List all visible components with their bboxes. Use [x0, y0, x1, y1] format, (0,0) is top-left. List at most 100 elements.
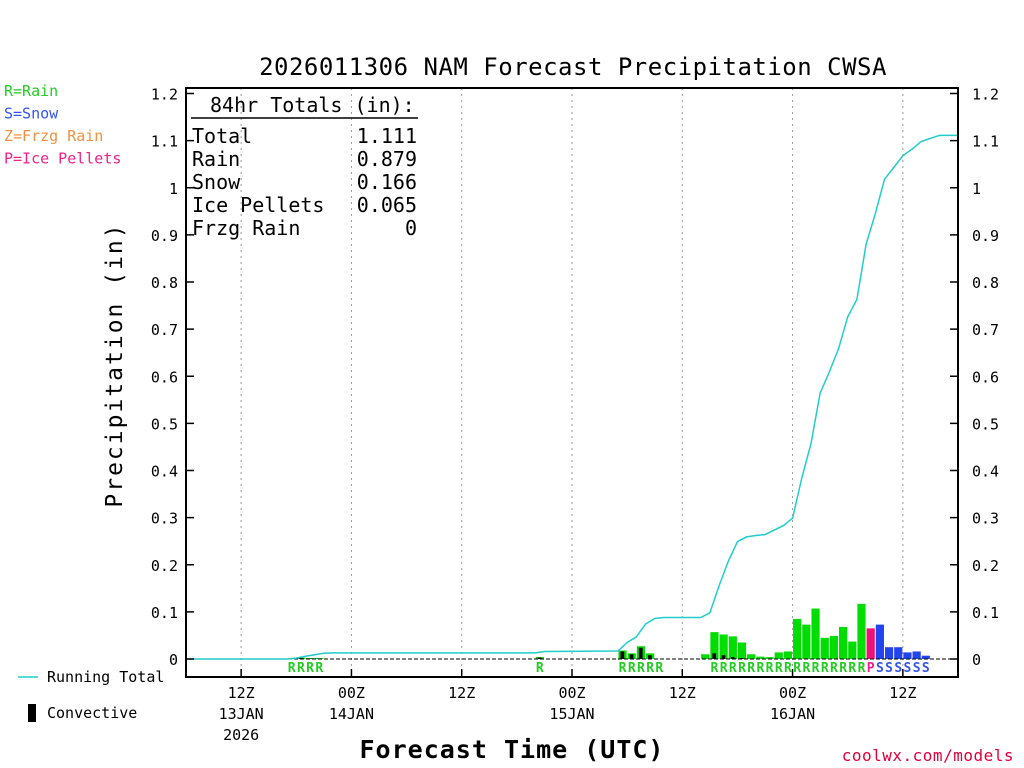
precip-bar — [719, 634, 728, 659]
totals-value: 0.065 — [357, 193, 417, 217]
credit-link[interactable]: coolwx.com/models — [842, 746, 1014, 765]
convective-bar — [638, 647, 643, 659]
precip-type-label: R — [766, 661, 774, 676]
type-legend-entry: P=Ice Pellets — [4, 150, 121, 168]
chart-title: 2026011306 NAM Forecast Precipitation CW… — [259, 53, 887, 81]
totals-value: 0.879 — [357, 147, 417, 171]
precip-bar — [829, 635, 839, 659]
series-legend-label: Convective — [47, 704, 137, 722]
precip-type-label: S — [876, 661, 884, 676]
precip-type-label: S — [885, 661, 893, 676]
precip-bar — [765, 657, 774, 659]
precip-bar — [710, 632, 719, 659]
y-tick-label: 1.1 — [972, 133, 999, 151]
type-legend-entry: R=Rain — [4, 82, 58, 100]
precip-bar — [783, 651, 793, 659]
convective-legend-swatch — [28, 704, 36, 722]
precip-bar — [737, 642, 747, 659]
y-tick-label: 0.4 — [972, 463, 999, 481]
y-tick-label: 0.6 — [151, 368, 178, 386]
totals-value: 0 — [405, 216, 417, 240]
precip-type-label: R — [711, 661, 719, 676]
y-tick-label: 0.3 — [972, 510, 999, 528]
totals-label: Ice Pellets — [192, 193, 324, 217]
precip-type-label: P — [867, 661, 875, 676]
y-tick-label: 0.9 — [972, 227, 999, 245]
precip-bar — [728, 636, 737, 659]
y-tick-label: 0.1 — [972, 604, 999, 622]
precip-bar — [802, 624, 811, 659]
precip-bar — [793, 618, 802, 659]
y-axis-left: 0 0.1 0.2 0.3 0.4 0.5 0.6 0.7 0.8 0.9 1 1.1 1.2 — [151, 86, 194, 669]
convective-bar — [730, 657, 735, 659]
precip-bar — [811, 608, 820, 659]
x-tick-label: 00Z — [338, 684, 365, 702]
precip-bar — [912, 651, 921, 659]
precip-type-label: R — [756, 661, 764, 676]
precip-type-label: R — [720, 661, 728, 676]
precip-type-label: R — [858, 661, 866, 676]
y-tick-label: 0.5 — [972, 415, 999, 433]
precip-type-label: R — [288, 661, 296, 676]
series-legend-label: Running Total — [47, 668, 164, 686]
precip-bar — [921, 655, 930, 659]
y-axis-right: 0 0.1 0.2 0.3 0.4 0.5 0.6 0.7 0.8 0.9 1 1.1 1.2 — [950, 86, 999, 669]
type-legend-entry: Z=Frzg Rain — [4, 127, 103, 145]
y-tick-label: 1 — [169, 180, 178, 198]
convective-bar — [648, 655, 652, 659]
precip-type-label: R — [729, 661, 737, 676]
x-tick-date: 14JAN — [329, 705, 374, 723]
y-tick-label: 0.2 — [972, 557, 999, 575]
precip-type-label: R — [830, 661, 838, 676]
convective-bar — [721, 655, 726, 659]
precip-type-label: R — [646, 661, 654, 676]
precip-type-label: R — [802, 661, 810, 676]
precip-type-label: R — [821, 661, 829, 676]
y-tick-label: 1.2 — [151, 86, 178, 104]
precip-bar — [857, 603, 866, 659]
convective-bar — [620, 651, 625, 659]
precip-bar — [866, 628, 875, 659]
y-tick-label: 0 — [972, 651, 981, 669]
precip-bar — [894, 647, 903, 659]
y-axis-label: Precipitation (in) — [102, 222, 128, 507]
x-tick-label: 12Z — [228, 684, 255, 702]
convective-bar — [629, 654, 634, 659]
precip-bar — [875, 624, 884, 659]
x-tick-label: 12Z — [669, 684, 696, 702]
precip-type-label: R — [839, 661, 847, 676]
precip-type-label: R — [297, 661, 305, 676]
series-legend: Running Total Convective — [18, 668, 164, 722]
precip-type-label: R — [536, 661, 544, 676]
y-tick-label: 0 — [169, 651, 178, 669]
y-tick-label: 0.9 — [151, 227, 178, 245]
totals-label: Snow — [192, 170, 241, 194]
y-tick-label: 0.8 — [972, 274, 999, 292]
precip-bar — [774, 652, 783, 659]
type-legend-entry: S=Snow — [4, 105, 59, 123]
convective-bar — [537, 657, 542, 659]
x-axis: 12Z 13JAN 2026 00Z 14JAN 12Z 00Z 15JAN 12Z 00Z 16J… — [219, 669, 916, 744]
x-tick-label: 00Z — [779, 684, 806, 702]
convective-bar — [712, 653, 717, 659]
y-tick-label: 0.4 — [151, 463, 178, 481]
totals-box: 84hr Totals (in): Total 1.111 Rain 0.879 Sno… — [191, 93, 418, 240]
y-tick-label: 0.3 — [151, 510, 178, 528]
precip-type-label: S — [922, 661, 930, 676]
precip-type-label: R — [793, 661, 801, 676]
precip-type-legend: R=Rain S=Snow Z=Frzg Rain P=Ice Pellets — [4, 82, 121, 168]
precip-type-label: R — [784, 661, 792, 676]
precip-bar — [820, 637, 829, 659]
y-tick-label: 0.7 — [972, 321, 999, 339]
precip-type-label: R — [306, 661, 314, 676]
precip-type-label: S — [894, 661, 902, 676]
x-tick-date: 13JAN — [219, 705, 264, 723]
y-tick-label: 0.6 — [972, 368, 999, 386]
precip-type-label: R — [775, 661, 783, 676]
precip-type-label: R — [812, 661, 820, 676]
precip-type-label: S — [913, 661, 921, 676]
precip-type-label: R — [738, 661, 746, 676]
totals-label: Total — [192, 124, 252, 148]
precip-type-label: R — [637, 661, 645, 676]
